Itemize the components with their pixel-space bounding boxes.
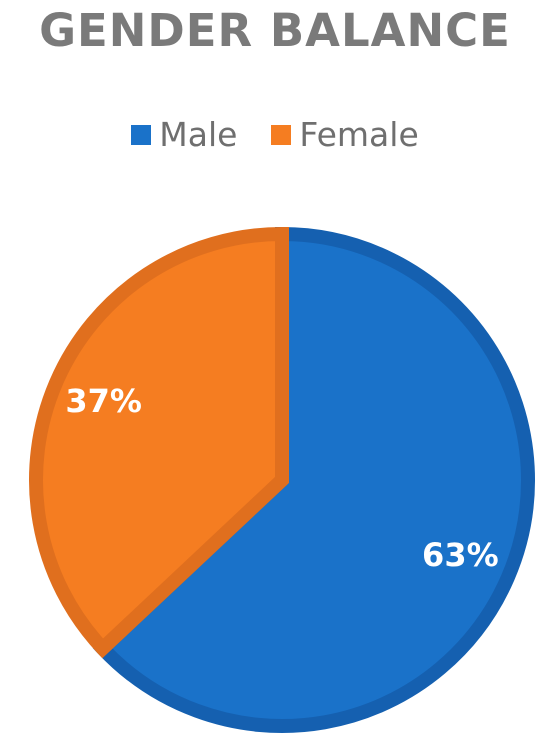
chart-legend: Male Female: [0, 118, 550, 151]
legend-swatch-male: [131, 124, 152, 145]
legend-swatch-female: [271, 124, 292, 145]
pie-slice-male: [92, 226, 535, 733]
legend-item-male: Male: [131, 118, 237, 151]
legend-label-male: Male: [159, 115, 238, 154]
chart-title: GENDER BALANCE: [39, 4, 511, 57]
legend-item-female: Female: [271, 115, 419, 154]
data-label-male: 63%: [422, 536, 499, 574]
pie-slice-female: [29, 226, 289, 659]
legend-label-female: Female: [299, 115, 419, 154]
data-label-female: 37%: [65, 382, 142, 420]
